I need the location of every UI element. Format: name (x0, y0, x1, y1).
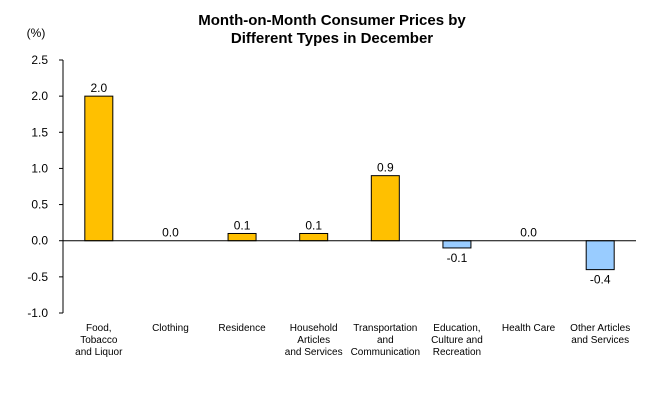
y-tick-label: 0.5 (31, 198, 48, 212)
chart-title-line-2: Different Types in December (231, 30, 433, 47)
category-label: Articles (297, 335, 330, 346)
bar (585, 240, 615, 271)
data-label: 2.0 (90, 81, 107, 95)
chart-title-line-1: Month-on-Month Consumer Prices by (198, 12, 466, 29)
category-label: and Services (285, 347, 343, 358)
y-tick-label: -0.5 (27, 270, 48, 284)
bar (299, 232, 329, 242)
category-label: and Services (571, 335, 629, 346)
category-label: and (377, 335, 394, 346)
category-label: Food, (86, 323, 112, 334)
bar (84, 95, 114, 242)
category-label: Transportation (353, 323, 417, 334)
category-label: Residence (218, 323, 266, 334)
y-tick-label: 2.5 (31, 53, 48, 67)
data-label: 0.0 (162, 226, 179, 240)
data-label: 0.1 (234, 218, 251, 232)
y-tick-label: -1.0 (27, 306, 48, 320)
plot-area: 2.5 2.0 1.5 1.0 0.5 0.0 -0.5 -1.0 2.0 Food,Tobacc… (27, 53, 636, 358)
y-tick-label: 1.5 (31, 125, 48, 139)
y-axis-unit: (%) (27, 26, 46, 40)
bar (370, 175, 400, 242)
data-label: -0.1 (447, 251, 468, 265)
category-label: and Liquor (75, 347, 123, 358)
category-label: Recreation (433, 347, 481, 358)
category-label: Household (290, 323, 338, 334)
category-label: Clothing (152, 323, 189, 334)
y-tick-label: 0.0 (31, 234, 48, 248)
data-label: -0.4 (590, 273, 611, 287)
y-tick-label: 1.0 (31, 161, 48, 175)
y-tick-label: 2.0 (31, 89, 48, 103)
bar (227, 232, 257, 242)
category-label: Tobacco (80, 335, 118, 346)
category-label: Other Articles (570, 323, 630, 334)
category-label: Education, (433, 323, 480, 334)
data-label: 0.9 (377, 161, 394, 175)
category-label: Communication (351, 347, 420, 358)
bar (442, 240, 472, 249)
data-label: 0.1 (305, 218, 322, 232)
data-label: 0.0 (520, 226, 537, 240)
category-label: Health Care (502, 323, 556, 334)
category-label: Culture and (431, 335, 483, 346)
